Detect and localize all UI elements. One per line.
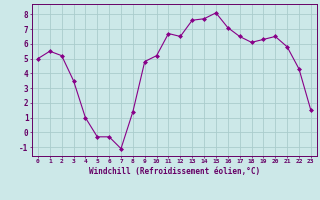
X-axis label: Windchill (Refroidissement éolien,°C): Windchill (Refroidissement éolien,°C) [89,167,260,176]
